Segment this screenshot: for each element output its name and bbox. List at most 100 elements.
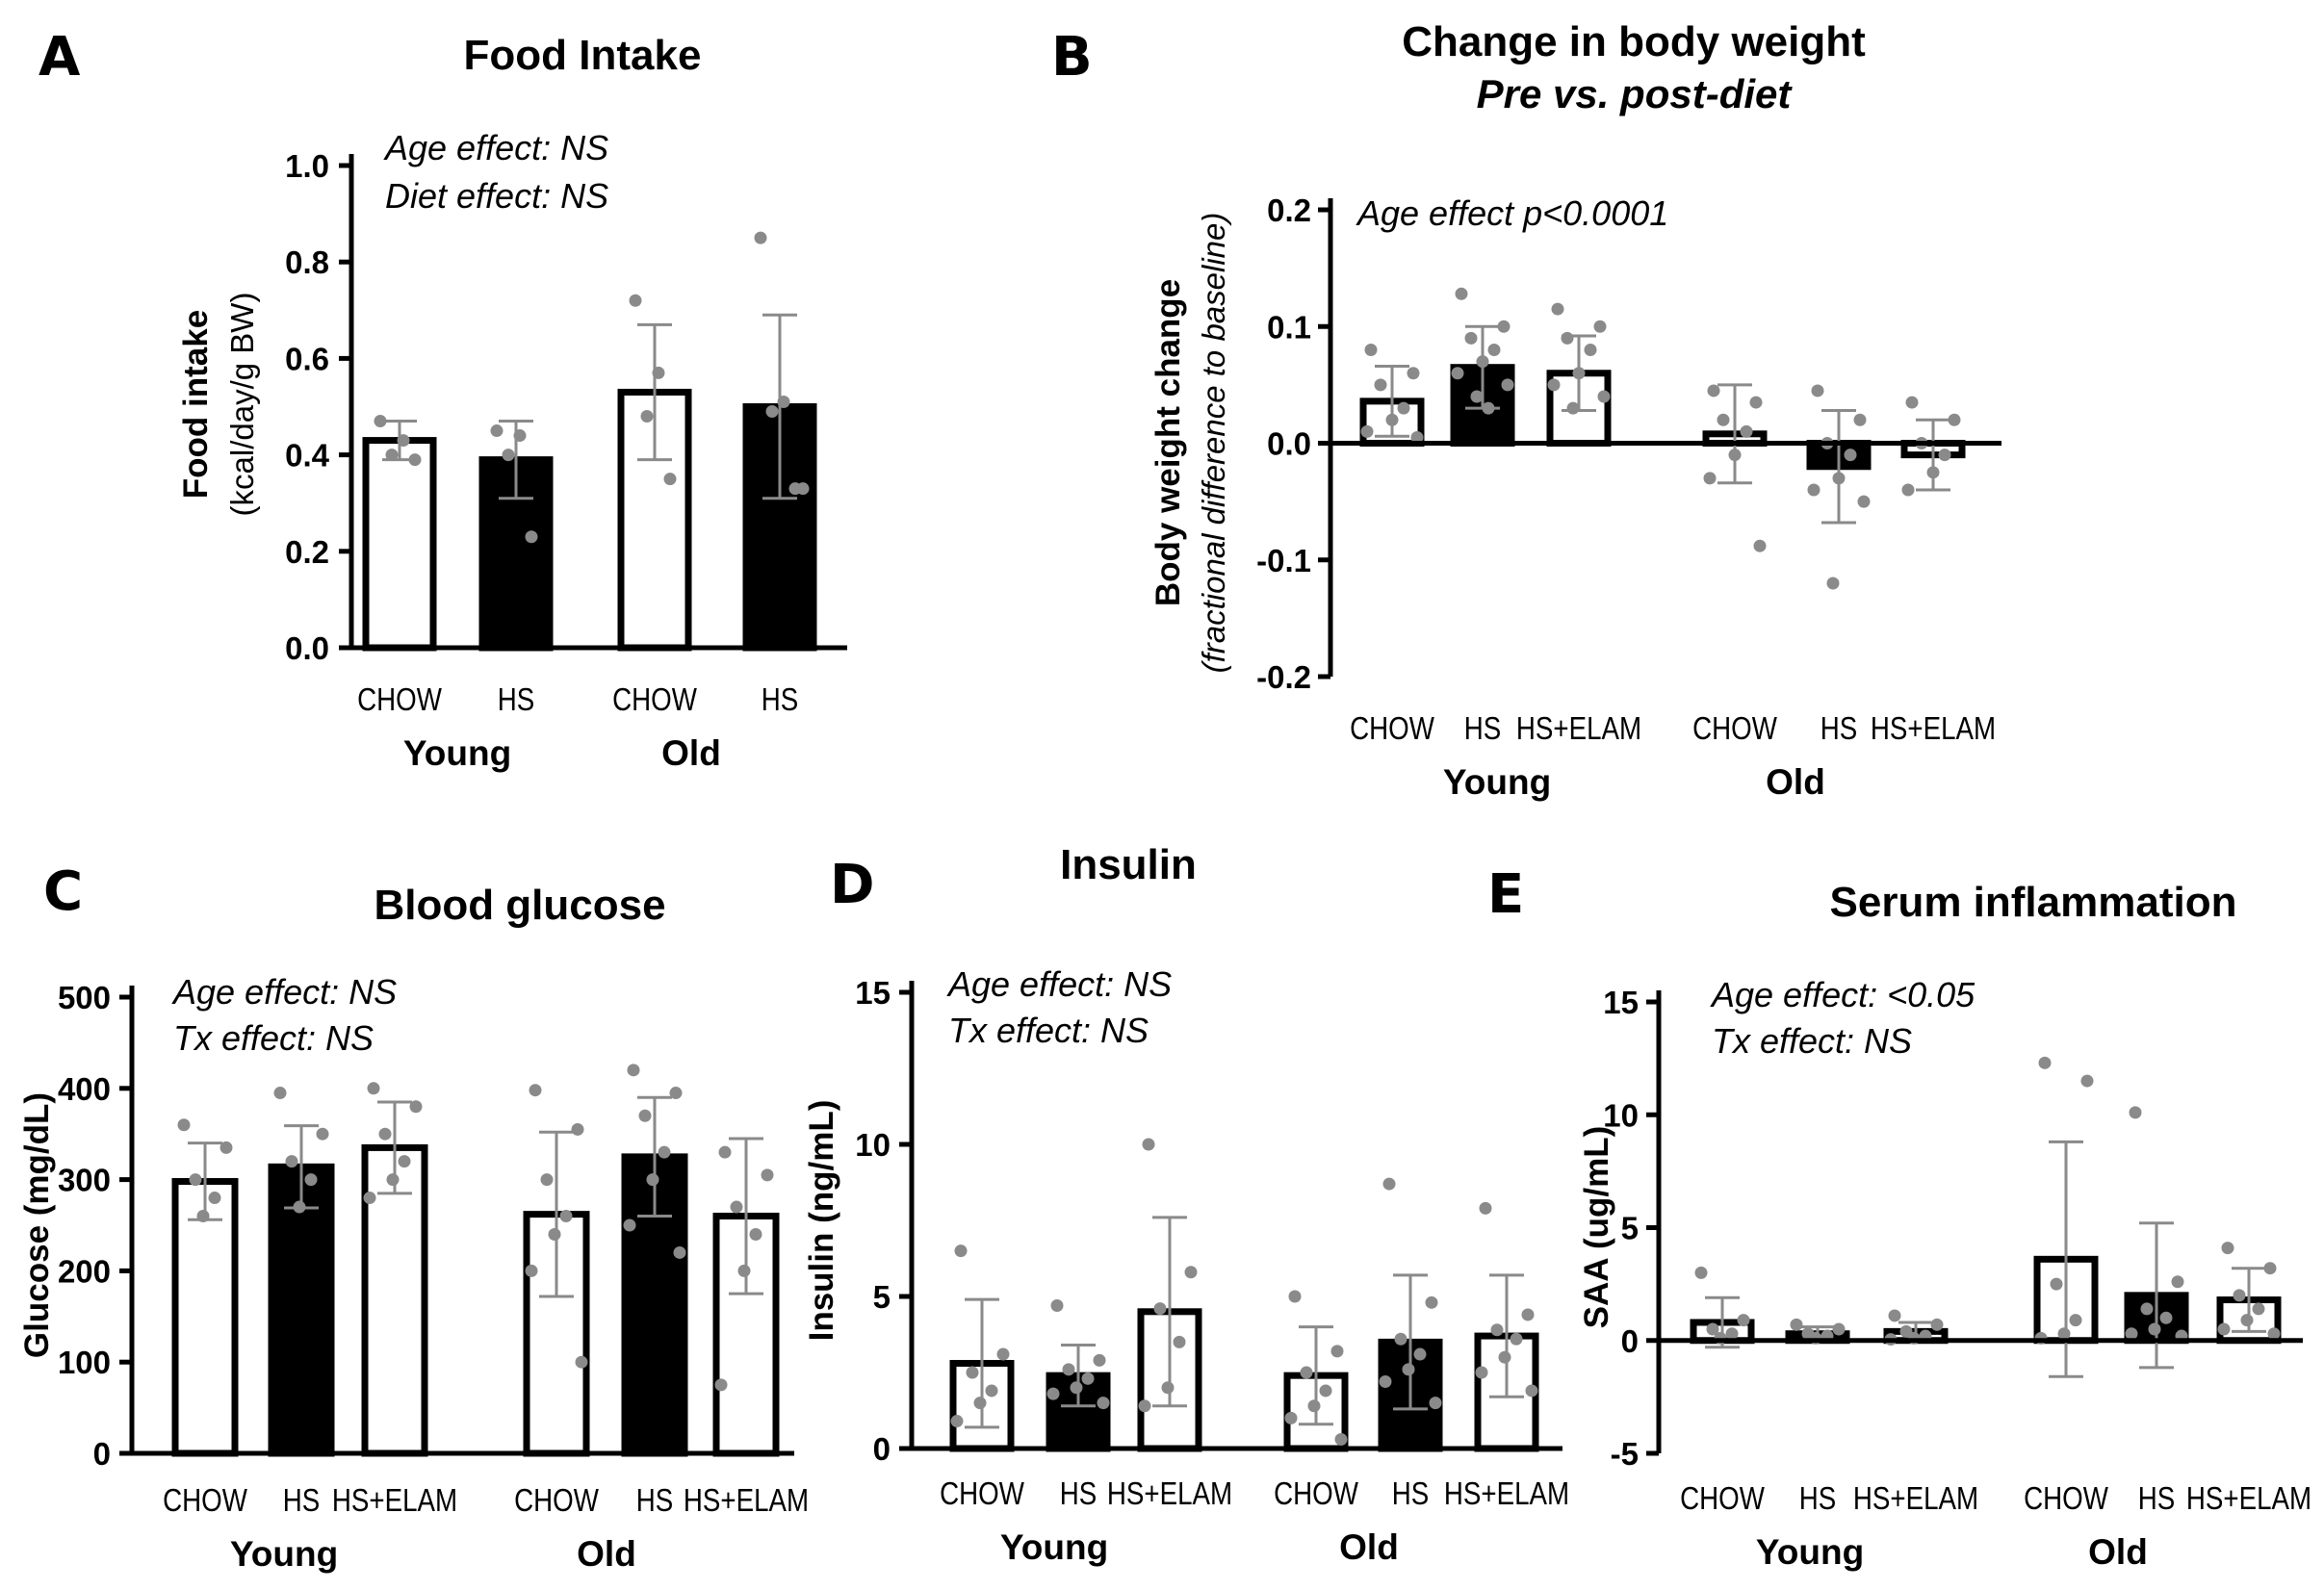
data-point	[409, 1100, 423, 1114]
data-point	[1093, 1353, 1106, 1367]
category-label: HS+ELAM	[684, 1483, 809, 1519]
category-label: CHOW	[1680, 1481, 1765, 1517]
y-tick-label: 15	[1603, 985, 1639, 1020]
data-point	[1926, 466, 1940, 479]
panel-b: B Change in body weight Pre vs. post-diet B…	[1051, 18, 2001, 802]
data-point	[1046, 1387, 1060, 1400]
y-axis-label: Body weight change	[1149, 279, 1187, 606]
data-point	[1593, 320, 1607, 333]
data-point	[2140, 1302, 2154, 1316]
data-point	[2252, 1302, 2265, 1316]
data-point	[663, 473, 677, 486]
data-point	[1330, 1345, 1344, 1358]
y-axis-label: Food intake	[177, 310, 215, 499]
data-point	[652, 366, 665, 379]
data-point	[1498, 1350, 1511, 1364]
data-point	[761, 1168, 774, 1182]
data-point	[208, 1192, 221, 1205]
data-point	[1740, 424, 1753, 438]
data-point	[1407, 367, 1420, 380]
data-point	[646, 1173, 659, 1187]
category-label: HS+ELAM	[332, 1483, 457, 1519]
y-tick-label: 5	[873, 1279, 891, 1315]
data-point	[1385, 413, 1399, 426]
data-point	[529, 1084, 542, 1097]
chart-title: Food Intake	[464, 32, 702, 79]
chart-title: Serum inflammation	[1830, 879, 2237, 926]
data-point	[2267, 1327, 2281, 1341]
data-point	[385, 449, 399, 462]
bar-young-chow	[362, 437, 437, 652]
y-tick-label: 10	[1603, 1097, 1639, 1133]
data-point	[548, 1227, 561, 1241]
data-point	[1853, 413, 1867, 426]
y-tick-label: 0	[873, 1431, 891, 1467]
y-tick-label: 0.2	[285, 534, 329, 570]
panel-e: E Serum inflammation SAA (ug/mL) Age effect…	[1487, 863, 2311, 1572]
data-point	[316, 1127, 329, 1141]
data-point	[1707, 384, 1720, 398]
data-point	[1300, 1366, 1313, 1379]
group-label: Old	[1766, 762, 1825, 802]
category-label: HS	[1799, 1481, 1837, 1517]
data-point	[765, 405, 779, 419]
chart-subtitle: Pre vs. post-diet	[1477, 71, 1794, 116]
data-point	[714, 1378, 728, 1392]
stat-annotation: Age effect p<0.0001	[1356, 193, 1668, 233]
data-point	[1142, 1138, 1155, 1151]
data-point	[1807, 483, 1820, 497]
y-tick-label: 0.8	[285, 244, 329, 280]
data-point	[1475, 1366, 1488, 1379]
data-point	[1288, 1290, 1302, 1303]
data-point	[1476, 355, 1489, 369]
category-label: HS+ELAM	[2186, 1481, 2311, 1517]
data-point	[1173, 1335, 1186, 1348]
y-tick-label: 0.0	[285, 630, 329, 666]
data-point	[513, 429, 527, 443]
data-point	[1097, 1397, 1110, 1410]
data-point	[2263, 1262, 2277, 1275]
stat-annotation: Diet effect: NS	[385, 176, 608, 216]
data-point	[1482, 401, 1495, 415]
data-point	[1470, 390, 1484, 403]
y-tick-label: -0.1	[1256, 543, 1311, 578]
category-label: CHOW	[514, 1483, 599, 1519]
data-point	[1479, 1201, 1492, 1215]
category-label: HS	[1060, 1476, 1097, 1512]
category-label: CHOW	[163, 1483, 247, 1519]
data-point	[2233, 1289, 2246, 1302]
data-point	[1930, 1318, 1944, 1331]
data-point	[490, 424, 504, 438]
data-point	[1284, 1411, 1298, 1424]
data-point	[1501, 378, 1514, 392]
chart-title: Blood glucose	[374, 882, 665, 929]
category-label: HS	[762, 682, 799, 718]
data-point	[363, 1192, 376, 1205]
y-axis-label: Glucose (mg/dL)	[18, 1092, 56, 1358]
data-point	[629, 294, 642, 307]
data-point	[1832, 1322, 1846, 1336]
y-tick-label: 300	[58, 1163, 111, 1198]
data-point	[1497, 320, 1511, 333]
data-point	[2069, 1314, 2082, 1327]
group-label: Young	[1443, 762, 1551, 802]
data-point	[1394, 1332, 1407, 1346]
data-point	[1360, 424, 1374, 438]
data-point	[525, 530, 538, 544]
category-label: CHOW	[940, 1476, 1024, 1512]
data-point	[2148, 1322, 2161, 1336]
y-axis-sublabel: (fractional difference to baseline)	[1196, 213, 1231, 674]
data-point	[189, 1173, 202, 1187]
data-point	[1070, 1381, 1083, 1395]
data-point	[796, 482, 810, 496]
data-point	[398, 1155, 411, 1168]
data-point	[1402, 1363, 1415, 1376]
data-point	[1888, 1309, 1901, 1322]
chart-title: Insulin	[1060, 841, 1197, 888]
data-point	[540, 1173, 554, 1187]
y-axis-label: SAA (ug/mL)	[1578, 1126, 1615, 1329]
data-point	[1948, 413, 1961, 426]
data-point	[1728, 449, 1742, 462]
data-point	[1319, 1384, 1332, 1398]
category-label: CHOW	[1274, 1476, 1358, 1512]
